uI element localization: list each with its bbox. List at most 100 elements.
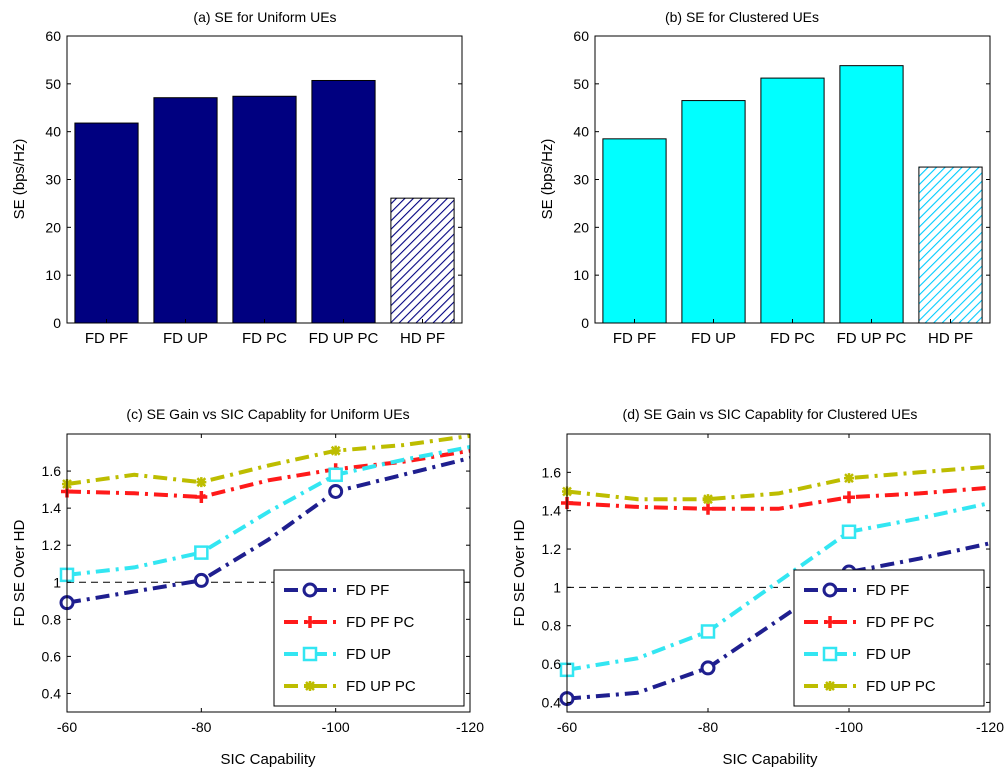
axes-frame — [594, 35, 991, 324]
plus-marker — [195, 491, 208, 504]
y-tick-label: 0 — [53, 315, 61, 331]
plus-marker — [843, 491, 855, 504]
chart-title-a: (a) SE for Uniform UEs — [193, 9, 336, 25]
x-tick-label: -100 — [835, 719, 863, 735]
star-marker — [196, 477, 207, 488]
chart-title-d: (d) SE Gain vs SIC Capablity for Cluster… — [623, 406, 918, 422]
y-tick-label: 10 — [45, 267, 61, 283]
bar-5 — [390, 197, 455, 324]
series-line-4 — [66, 433, 471, 486]
y-tick-label: 20 — [573, 219, 589, 235]
category-label: FD PF — [613, 330, 656, 347]
category-label: FD PC — [770, 330, 815, 347]
category-label: FD PC — [242, 330, 287, 347]
y-tick-label: 1.4 — [42, 500, 62, 516]
category-label: HD PF — [928, 330, 973, 347]
legend: FD PF FD PF PC FD UP FD UP PC — [793, 569, 985, 707]
square-marker — [822, 646, 838, 662]
category-label: FD PF — [85, 330, 128, 347]
bar-4 — [311, 79, 376, 324]
y-axis-label-b: SE (bps/Hz) — [539, 139, 556, 220]
y-tick-label: 40 — [45, 124, 61, 140]
y-tick-label: 1 — [553, 579, 561, 595]
y-tick-label: 30 — [45, 172, 61, 188]
chart-title-c: (c) SE Gain vs SIC Capablity for Uniform… — [126, 406, 409, 422]
star-marker — [825, 681, 835, 691]
bar-5 — [918, 166, 983, 324]
category-label: FD UP PC — [309, 330, 379, 347]
star-marker — [703, 494, 713, 505]
bar-3 — [232, 95, 297, 324]
legend-entry: FD UP PC — [346, 678, 416, 695]
y-tick-label: 50 — [573, 76, 589, 92]
y-tick-label: 20 — [45, 219, 61, 235]
category-label: HD PF — [400, 330, 445, 347]
bar-3 — [760, 77, 825, 324]
star-marker — [844, 473, 854, 484]
y-tick-label: 60 — [573, 28, 589, 44]
star-marker — [330, 445, 341, 456]
legend-entry: FD UP — [346, 646, 391, 663]
legend: FD PF FD PF PC FD UP FD UP PC — [273, 569, 465, 707]
y-tick-label: 0.4 — [42, 685, 62, 701]
y-axis-label-a: SE (bps/Hz) — [11, 139, 28, 220]
chart-panel-d: (d) SE Gain vs SIC Capablity for Cluster… — [511, 406, 1004, 768]
y-tick-label: 10 — [573, 267, 589, 283]
legend-entry: FD PF — [346, 582, 389, 599]
series-line-4 — [566, 464, 991, 502]
circle-marker — [700, 660, 716, 676]
bar-1 — [602, 138, 667, 324]
x-tick-label: -80 — [698, 719, 718, 735]
y-tick-label: 0.6 — [42, 648, 62, 664]
axes-frame — [566, 433, 991, 713]
chart-title-b: (b) SE for Clustered UEs — [665, 9, 819, 25]
square-marker — [328, 467, 343, 483]
category-label: FD UP — [163, 330, 208, 347]
legend-entry: FD UP — [866, 646, 911, 663]
legend-entry: FD PF — [866, 582, 909, 599]
category-label: FD UP PC — [837, 330, 907, 347]
y-tick-label: 40 — [573, 124, 589, 140]
x-tick-label: -80 — [191, 719, 211, 735]
circle-marker — [328, 483, 344, 499]
legend-entry: FD PF PC — [346, 614, 415, 631]
axes-frame — [66, 35, 463, 324]
x-tick-label: -60 — [557, 719, 577, 735]
legend-entry: FD PF PC — [866, 614, 935, 631]
y-tick-label: 1.2 — [42, 537, 62, 553]
y-tick-label: 0.8 — [542, 618, 562, 634]
x-tick-label: -120 — [456, 719, 484, 735]
y-tick-label: 1 — [53, 574, 61, 590]
y-tick-label: 60 — [45, 28, 61, 44]
square-marker — [841, 524, 857, 540]
x-axis-label-d: SIC Capability — [722, 751, 818, 768]
chart-panel-a: (a) SE for Uniform UEs SE (bps/Hz) FD PF… — [11, 9, 463, 347]
y-tick-label: 1.6 — [42, 463, 62, 479]
circle-marker — [302, 582, 318, 598]
category-label: FD UP — [691, 330, 736, 347]
y-tick-label: 1.4 — [542, 503, 562, 519]
series-line-1 — [66, 456, 471, 605]
legend-entry: FD UP PC — [866, 678, 936, 695]
circle-marker — [193, 572, 209, 588]
bar-1 — [74, 122, 139, 324]
x-tick-label: -60 — [57, 719, 77, 735]
circle-marker — [822, 582, 838, 598]
square-marker — [194, 545, 209, 560]
bar-4 — [839, 65, 904, 324]
plus-marker — [304, 616, 316, 628]
star-marker — [305, 681, 315, 691]
chart-panel-b: (b) SE for Clustered UEs SE (bps/Hz) FD … — [539, 9, 991, 347]
series-line-3 — [566, 501, 991, 672]
axes-frame — [66, 433, 471, 713]
y-tick-label: 0.6 — [542, 656, 562, 672]
plus-marker — [702, 502, 714, 515]
series-line-3 — [66, 445, 471, 577]
y-tick-label: 1.2 — [542, 541, 562, 557]
square-marker — [302, 646, 318, 662]
y-axis-label-c: FD SE Over HD — [11, 519, 28, 626]
y-tick-label: 0 — [581, 315, 589, 331]
